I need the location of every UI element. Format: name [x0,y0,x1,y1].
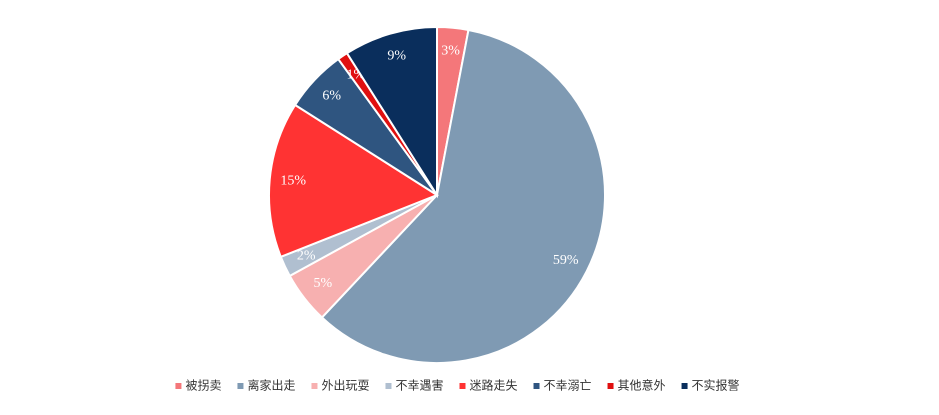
legend-label: 不幸遇害 [395,378,443,393]
data-label: 15% [280,174,306,189]
legend-swatch [533,383,540,389]
legend-label: 其他意外 [618,378,666,393]
legend-swatch [681,383,688,389]
data-label: 59% [553,253,579,268]
data-label: 9% [387,48,406,63]
legend-label: 离家出走 [247,378,295,393]
legend-label: 迷路走失 [470,378,518,393]
legend-swatch [175,383,182,389]
data-label: 6% [322,88,341,103]
legend: 被拐卖 离家出走 外出玩耍 不幸遇害 迷路走失 不幸溺亡 其他意外 不实报警 [175,378,740,393]
legend-swatch [385,383,392,389]
data-label: 3% [441,43,460,58]
legend-label: 不实报警 [692,378,740,393]
legend-label: 被拐卖 [185,378,221,393]
data-label: 5% [314,276,333,291]
legend-label: 外出玩耍 [321,379,369,393]
legend-label: 不幸溺亡 [544,379,592,393]
legend-swatch [311,383,318,389]
data-label: 2% [297,249,316,264]
legend-swatch [237,383,244,389]
legend-swatch [459,383,466,389]
pie-slice [320,28,606,364]
pie-slice [268,103,440,259]
pie-slice [345,25,438,199]
legend-swatch [607,383,614,389]
